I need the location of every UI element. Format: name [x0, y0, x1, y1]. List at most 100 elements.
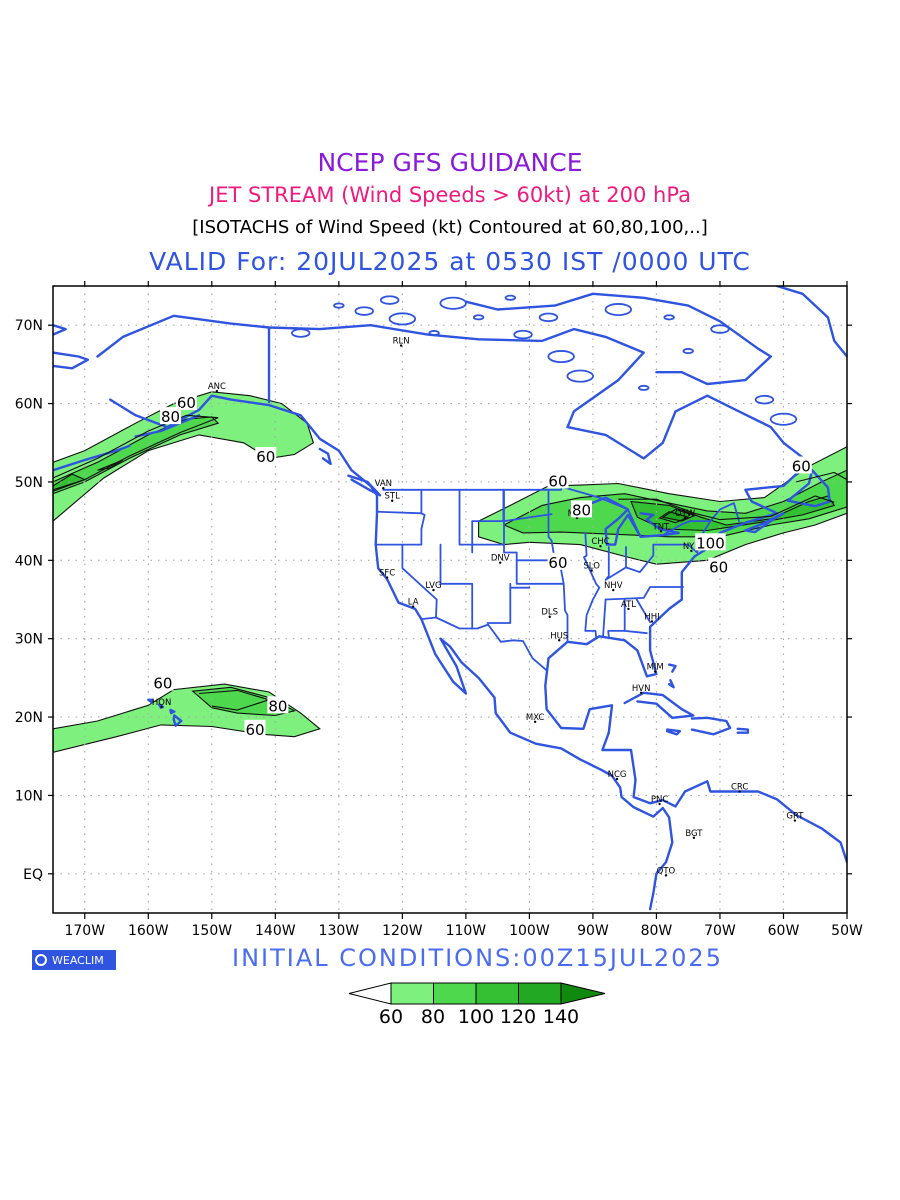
map-title-valid-time: VALID For: 20JUL2025 at 0530 IST /0000 U…	[149, 247, 751, 276]
arctic-island	[333, 302, 345, 309]
political-border	[458, 488, 505, 546]
lat-label: 70N	[15, 318, 43, 334]
station-dot	[599, 545, 602, 548]
lon-label: 150W	[192, 923, 233, 939]
contour-label: 80	[161, 408, 180, 426]
coastlines-and-borders	[53, 286, 847, 911]
map-title-isotachs: [ISOTACHS of Wind Speed (kt) Contoured a…	[192, 217, 708, 238]
arctic-island	[388, 312, 417, 326]
arctic-island	[504, 294, 517, 301]
lon-label: 50W	[831, 923, 863, 939]
contour-label: 100	[696, 534, 725, 552]
logo-circle-icon	[35, 954, 47, 966]
station-dot	[658, 802, 661, 806]
political-border	[602, 598, 607, 637]
lon-label: 160W	[128, 923, 169, 939]
arctic-island	[428, 330, 440, 337]
station-label: NYK	[683, 542, 701, 552]
station-label: GRT	[786, 812, 804, 822]
arctic-island	[291, 328, 311, 338]
arctic-island	[547, 350, 575, 364]
initial-conditions-label: INITIAL CONDITIONS:00Z15JUL2025	[232, 944, 723, 972]
lat-label: 60N	[15, 397, 43, 413]
political-border	[439, 543, 474, 630]
contour-label: 60	[153, 675, 172, 693]
station-labels: RLNANCVANSTLWDMNPOTWTNTCHCNYKDNVSFCLVGLA…	[152, 337, 804, 877]
coastline-segment	[347, 474, 382, 497]
lat-lon-grid	[53, 286, 847, 913]
contour-label-bg	[160, 407, 182, 425]
political-border	[420, 616, 549, 672]
contour-label-bg	[255, 447, 277, 465]
colorbar-segment	[518, 982, 562, 1005]
arctic-island	[710, 324, 730, 334]
station-label: HHI	[644, 612, 659, 622]
station-dot	[738, 790, 741, 793]
logo-text: WEACLIM	[52, 953, 104, 967]
station-dot	[399, 344, 403, 347]
contour-label: 60	[709, 559, 728, 577]
station-label: OTW	[675, 509, 696, 519]
isotach-contour	[658, 511, 690, 524]
political-border	[486, 582, 512, 624]
contour-label-bg	[267, 696, 289, 714]
colorbar-low-arrow	[348, 982, 392, 1005]
isotach-fill-area	[53, 683, 321, 753]
colorbar-label-60: 60	[378, 1006, 404, 1028]
isotach-contour	[618, 495, 835, 521]
map-title-jet-stream: JET STREAM (Wind Speeds > 60kt) at 200 h…	[209, 183, 691, 207]
station-label: HUS	[550, 631, 568, 641]
station-label: BGT	[685, 829, 703, 839]
arctic-island	[538, 312, 559, 323]
contour-label: 60	[548, 472, 567, 490]
station-dot	[793, 819, 797, 822]
colorbar-segment	[433, 982, 477, 1005]
lon-label: 170W	[64, 923, 105, 939]
isotach-contour	[796, 471, 847, 483]
latitude-labels: 70N 60N 50N 40N 30N 20N 10N EQ	[15, 318, 43, 883]
arctic-island	[604, 303, 633, 317]
colorbar-segment	[390, 982, 434, 1005]
station-label: NHV	[604, 581, 623, 591]
coastline-segment	[169, 708, 176, 715]
coastline-segment	[147, 698, 154, 704]
station-dot	[659, 530, 663, 533]
isotach-contour-lines	[53, 414, 847, 711]
weaclim-logo: WEACLIM	[32, 950, 116, 970]
coastline-segment	[109, 394, 674, 911]
station-label: TNT	[652, 522, 671, 532]
station-dot	[615, 777, 619, 781]
coastline-segment	[690, 716, 732, 736]
station-dot	[558, 639, 561, 642]
political-border	[471, 520, 505, 554]
station-label: ANC	[208, 382, 226, 392]
lon-label: 80W	[641, 923, 673, 939]
station-dot	[664, 874, 668, 877]
axis-ticks	[48, 281, 852, 919]
station-label: SLO	[583, 562, 600, 572]
contour-label-bg	[152, 673, 174, 691]
station-label: NCG	[608, 770, 627, 780]
lat-label: EQ	[23, 867, 43, 883]
station-dot	[653, 670, 657, 673]
station-dot	[650, 620, 654, 623]
coastline-segment	[53, 351, 90, 370]
political-border	[401, 543, 438, 619]
coastline-segment	[775, 286, 847, 358]
longitude-labels: 170W 160W 150W 140W 130W 120W 110W 100W 90W 80W 70…	[64, 923, 863, 939]
contour-label: 80	[572, 501, 591, 519]
station-label: VAN	[375, 479, 392, 489]
station-dot	[692, 836, 696, 839]
station-label: SFC	[379, 569, 395, 579]
arctic-island	[566, 369, 594, 383]
contour-label: 60	[256, 448, 275, 466]
station-dot	[533, 720, 537, 723]
lat-label: 20N	[15, 710, 43, 726]
lat-label: 30N	[15, 632, 43, 648]
contour-label: 80	[268, 697, 287, 715]
station-label: MIM	[647, 663, 664, 673]
station-label: PNC	[651, 795, 668, 805]
station-label: DNV	[491, 554, 510, 564]
